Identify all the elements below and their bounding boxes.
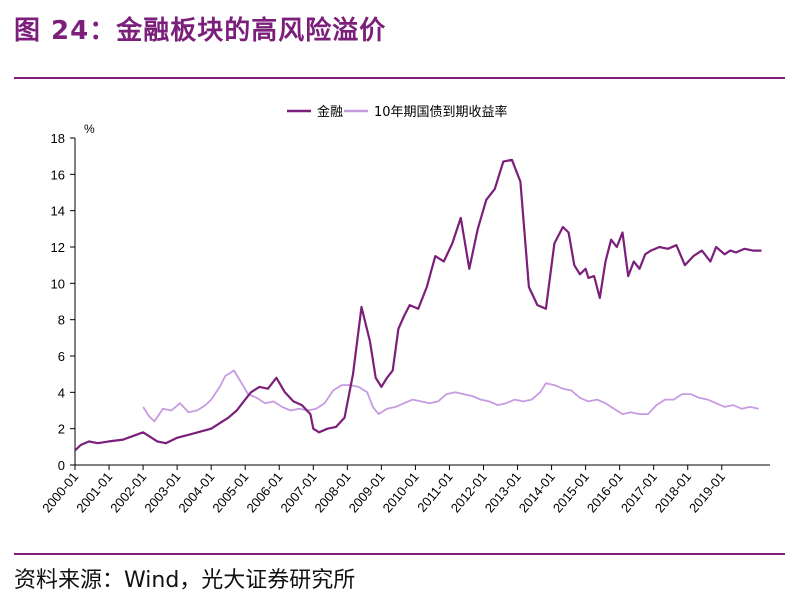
series-line-finance: [74, 158, 762, 452]
y-tick-label: 0: [58, 458, 65, 473]
series-line-bond-yield: [142, 369, 759, 423]
chart-legend: 金融 10年期国债到期收益率: [287, 104, 508, 120]
x-ticks: 2000-012001-012002-012003-012004-012005-…: [39, 465, 728, 515]
top-divider: [14, 77, 785, 79]
legend-label-finance: 金融: [317, 104, 343, 120]
figure-title: 图 24：金融板块的高风险溢价: [14, 16, 387, 46]
y-tick-label: 6: [58, 349, 65, 364]
y-tick-label: 8: [58, 313, 65, 328]
y-tick-label: 18: [51, 131, 65, 146]
y-tick-label: 4: [58, 385, 65, 400]
source-note: 资料来源：Wind，光大证券研究所: [14, 568, 356, 593]
y-axis-unit: %: [84, 122, 95, 136]
y-tick-label: 2: [58, 422, 65, 437]
bottom-divider: [14, 553, 785, 555]
y-tick-label: 12: [51, 240, 65, 255]
x-tick-label: 2010-01: [380, 469, 422, 515]
y-tick-label: 10: [51, 276, 65, 291]
y-tick-label: 16: [51, 167, 65, 182]
series-lines: [74, 158, 762, 452]
legend-label-bond-yield: 10年期国债到期收益率: [374, 104, 508, 120]
line-chart: 金融 10年期国债到期收益率 % 0 2 4 6 8 10 12 14 16 18 2000-01…: [39, 104, 770, 515]
y-tick-label: 14: [51, 204, 65, 219]
x-tick-label: 2019-01: [686, 469, 728, 515]
y-ticks: 0 2 4 6 8 10 12 14 16 18: [51, 131, 75, 473]
